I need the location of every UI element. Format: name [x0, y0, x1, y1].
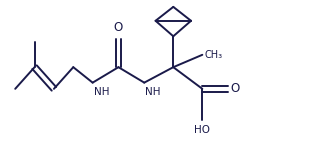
Text: HO: HO: [194, 125, 210, 135]
Text: O: O: [231, 82, 240, 95]
Text: CH₃: CH₃: [205, 50, 223, 60]
Text: NH: NH: [94, 87, 109, 97]
Text: NH: NH: [145, 87, 161, 97]
Text: O: O: [114, 21, 123, 34]
